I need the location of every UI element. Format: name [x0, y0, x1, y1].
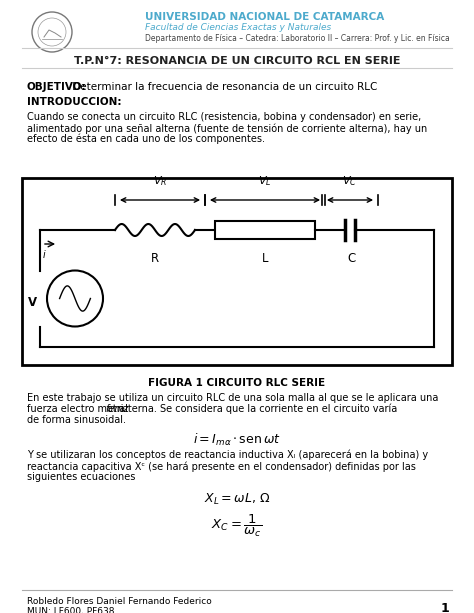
Text: $X_C = \dfrac{1}{\omega_c}$: $X_C = \dfrac{1}{\omega_c}$	[211, 513, 263, 539]
Text: V: V	[28, 296, 37, 309]
Text: i: i	[43, 250, 46, 260]
Text: R: R	[151, 252, 159, 265]
Text: reactancia capacitiva Xᶜ (se hará presente en el condensador) definidas por las: reactancia capacitiva Xᶜ (se hará presen…	[27, 461, 416, 471]
Text: fem: fem	[105, 404, 124, 414]
Text: de forma sinusoidal.: de forma sinusoidal.	[27, 415, 126, 425]
Text: fuerza electro motriz: fuerza electro motriz	[27, 404, 132, 414]
Text: efecto de ésta en cada uno de los componentes.: efecto de ésta en cada uno de los compon…	[27, 134, 265, 145]
Text: Facultad de Ciencias Exactas y Naturales: Facultad de Ciencias Exactas y Naturales	[145, 23, 331, 32]
Text: alimentado por una señal alterna (fuente de tensión de corriente alterna), hay u: alimentado por una señal alterna (fuente…	[27, 123, 427, 134]
Text: $V_C$: $V_C$	[343, 174, 357, 188]
Text: $X_L = \omega L,\,\Omega$: $X_L = \omega L,\,\Omega$	[204, 492, 270, 507]
Text: $V_R$: $V_R$	[153, 174, 167, 188]
Text: Robledo Flores Daniel Fernando Federico: Robledo Flores Daniel Fernando Federico	[27, 597, 212, 606]
Text: MUN: LF600, PF638: MUN: LF600, PF638	[27, 607, 115, 613]
Text: Departamento de Física – Catedra: Laboratorio II – Carrera: Prof. y Lic. en Físi: Departamento de Física – Catedra: Labora…	[145, 34, 450, 43]
Text: Cuando se conecta un circuito RLC (resistencia, bobina y condensador) en serie,: Cuando se conecta un circuito RLC (resis…	[27, 112, 421, 122]
Circle shape	[47, 270, 103, 327]
Text: siguientes ecuaciones: siguientes ecuaciones	[27, 472, 136, 482]
Text: 1: 1	[440, 602, 449, 613]
Text: Y se utilizaran los conceptos de reactancia inductiva Xₗ (aparecerá en la bobina: Y se utilizaran los conceptos de reactan…	[27, 450, 428, 460]
Text: OBJETIVO:: OBJETIVO:	[27, 82, 87, 92]
Bar	[215, 221, 315, 239]
Text: T.P.N°7: RESONANCIA DE UN CIRCUITO RCL EN SERIE: T.P.N°7: RESONANCIA DE UN CIRCUITO RCL E…	[74, 56, 400, 66]
Text: $V_L$: $V_L$	[258, 174, 272, 188]
Text: En este trabajo se utiliza un circuito RLC de una sola malla al que se le aplica: En este trabajo se utiliza un circuito R…	[27, 393, 438, 403]
Text: UNIVERSIDAD NACIONAL DE CATAMARCA: UNIVERSIDAD NACIONAL DE CATAMARCA	[145, 12, 384, 22]
Text: $i = I_{m\alpha}\cdot\mathrm{sen}\,\omega t$: $i = I_{m\alpha}\cdot\mathrm{sen}\,\omeg…	[193, 432, 281, 448]
Text: C: C	[348, 252, 356, 265]
Text: L: L	[262, 252, 268, 265]
Text: alterna. Se considera que la corriente en el circuito varía: alterna. Se considera que la corriente e…	[116, 404, 397, 414]
Text: Determinar la frecuencia de resonancia de un circuito RLC: Determinar la frecuencia de resonancia d…	[69, 82, 377, 92]
Bar	[22, 178, 452, 365]
Text: FIGURA 1 CIRCUITO RLC SERIE: FIGURA 1 CIRCUITO RLC SERIE	[148, 378, 326, 388]
Text: INTRODUCCION:: INTRODUCCION:	[27, 97, 121, 107]
